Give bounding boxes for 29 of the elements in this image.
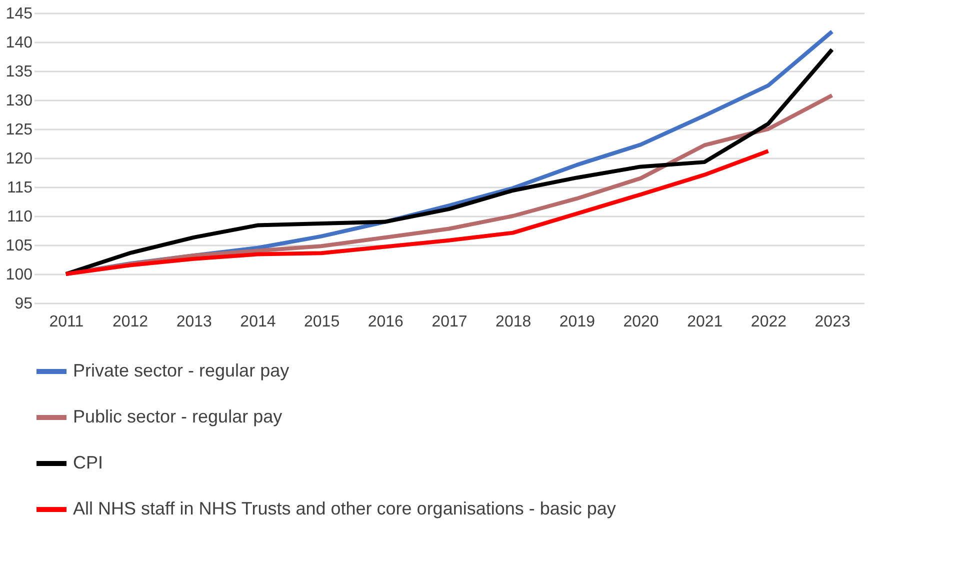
y-tick-label: 125 — [6, 122, 33, 138]
x-tick-label: 2011 — [49, 314, 84, 330]
x-tick-label: 2017 — [432, 314, 468, 330]
y-tick-label: 95 — [14, 296, 33, 312]
x-tick-label: 2015 — [304, 314, 340, 330]
y-tick-label: 115 — [6, 180, 33, 196]
x-tick-label: 2012 — [112, 314, 148, 330]
x-tick-label: 2014 — [240, 314, 276, 330]
legend-label: CPI — [73, 452, 104, 472]
line-series — [64, 149, 770, 276]
y-tick-label: 140 — [6, 34, 33, 52]
y-tick-label: 120 — [6, 150, 33, 168]
x-tick-label: 2013 — [176, 314, 212, 330]
legend-label: Public sector - regular pay — [73, 406, 282, 426]
x-tick-label: 2021 — [687, 314, 723, 330]
y-tick-label: 100 — [6, 266, 33, 284]
x-tick-label: 2019 — [559, 314, 596, 330]
legend-label: Private sector - regular pay — [73, 360, 290, 380]
x-tick-label: 2020 — [623, 314, 659, 330]
y-tick-label: 110 — [6, 208, 33, 226]
y-tick-label: 145 — [6, 6, 33, 22]
y-tick-label: 105 — [6, 238, 33, 254]
x-tick-label: 2022 — [750, 314, 787, 330]
x-tick-label: 2016 — [368, 314, 404, 330]
y-tick-label: 135 — [6, 64, 33, 80]
y-tick-label: 130 — [6, 92, 33, 110]
x-tick-label: 2023 — [814, 314, 850, 330]
legend-label: All NHS staff in NHS Trusts and other core organisations - basic pay — [73, 498, 616, 518]
x-tick-label: 2018 — [496, 314, 532, 330]
